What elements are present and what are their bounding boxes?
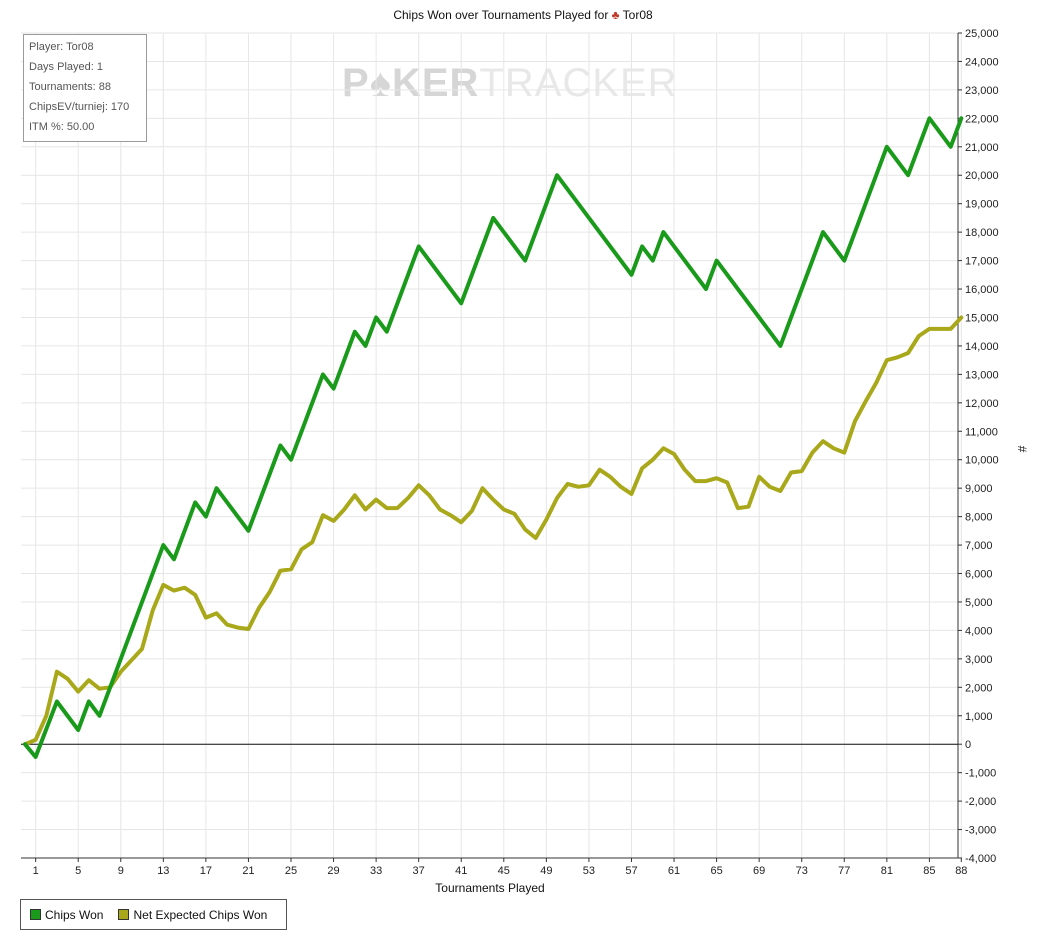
legend-swatch	[118, 909, 130, 920]
legend-item-net-expected: Net Expected Chips Won	[118, 908, 267, 922]
y-tick-label: -3,000	[965, 825, 996, 837]
player-icon: ♣	[612, 8, 620, 22]
x-tick-label: 81	[881, 865, 893, 877]
chart-title: Chips Won over Tournaments Played for ♣ …	[393, 8, 653, 22]
y-tick-label: 4,000	[965, 625, 993, 637]
x-tick-label: 65	[710, 865, 722, 877]
legend-swatch	[30, 909, 41, 920]
y-tick-label: 22,000	[965, 113, 999, 125]
y-tick-label: 19,000	[965, 199, 999, 211]
x-tick-label: 73	[796, 865, 808, 877]
x-tick-label: 5	[75, 865, 81, 877]
y-tick-label: 8,000	[965, 512, 993, 524]
tick-labels: -4,000 -3,000 -2,000 -1,000 0 1,000 2,000 3,000…	[33, 28, 999, 877]
x-tick-label: 85	[923, 865, 935, 877]
x-tick-label: 88	[955, 865, 967, 877]
stat-player: Player: Tor08	[29, 41, 94, 53]
y-tick-label: -2,000	[965, 796, 996, 808]
stat-days-played: Days Played: 1	[29, 61, 103, 73]
x-tick-label: 77	[838, 865, 850, 877]
x-tick-label: 13	[157, 865, 169, 877]
y-tick-label: 11,000	[965, 426, 998, 438]
y-tick-label: 1,000	[965, 711, 993, 723]
y-tick-label: 3,000	[965, 654, 993, 666]
x-tick-label: 61	[668, 865, 680, 877]
y-tick-label: 14,000	[965, 341, 999, 353]
x-tick-label: 49	[540, 865, 552, 877]
y-tick-label: 7,000	[965, 540, 993, 552]
x-tick-label: 41	[455, 865, 467, 877]
y-tick-label: 18,000	[965, 227, 999, 239]
legend-item-chips-won: Chips Won	[30, 908, 103, 922]
grid	[21, 32, 962, 859]
y-tick-label: -4,000	[965, 853, 996, 865]
stat-chipsev: ChipsEV/turniej: 170	[29, 101, 130, 113]
y-tick-label: 25,000	[965, 28, 999, 40]
series-line-net-expected-chips-won	[23, 315, 964, 747]
series-lines	[23, 116, 964, 759]
y-tick-label: 20,000	[965, 170, 999, 182]
x-tick-label: 69	[753, 865, 765, 877]
y-tick-label: 21,000	[965, 142, 999, 154]
watermark: P♠KERTRACKER	[342, 61, 678, 105]
x-tick-label: 37	[413, 865, 425, 877]
y-tick-label: 0	[965, 739, 971, 751]
x-tick-label: 45	[498, 865, 510, 877]
y-tick-label: 23,000	[965, 85, 999, 97]
x-tick-label: 33	[370, 865, 382, 877]
x-tick-label: 1	[33, 865, 39, 877]
series-line-chips-won	[23, 116, 964, 759]
legend-label: Chips Won	[45, 907, 104, 922]
y-tick-label: 17,000	[965, 256, 999, 268]
x-tick-label: 57	[625, 865, 637, 877]
legend: Chips Won Net Expected Chips Won	[20, 899, 287, 930]
y-tick-label: 9,000	[965, 483, 993, 495]
svg-text:P♠KERTRACKER: P♠KERTRACKER	[342, 61, 678, 105]
y-tick-label: 24,000	[965, 56, 999, 68]
y-tick-label: 16,000	[965, 284, 999, 296]
stat-tournaments: Tournaments: 88	[29, 81, 111, 93]
y-tick-label: 13,000	[965, 369, 999, 381]
stat-itm: ITM %: 50.00	[29, 121, 95, 133]
y-tick-label: 15,000	[965, 312, 999, 324]
y-tick-label: 6,000	[965, 569, 993, 581]
x-axis-label: Tournaments Played	[435, 881, 544, 895]
y-tick-label: -1,000	[965, 768, 996, 780]
x-tick-label: 53	[583, 865, 595, 877]
x-tick-label: 21	[242, 865, 254, 877]
y-axis-label: #	[1015, 446, 1029, 453]
x-tick-label: 17	[200, 865, 212, 877]
legend-label: Net Expected Chips Won	[133, 907, 268, 922]
x-tick-label: 9	[118, 865, 124, 877]
stats-box: Player: Tor08 Days Played: 1 Tournaments…	[23, 34, 147, 142]
y-tick-label: 12,000	[965, 398, 999, 410]
x-tick-label: 29	[327, 865, 339, 877]
y-tick-label: 10,000	[965, 455, 999, 467]
y-tick-label: 5,000	[965, 597, 993, 609]
x-tick-label: 25	[285, 865, 297, 877]
y-tick-label: 2,000	[965, 682, 993, 694]
